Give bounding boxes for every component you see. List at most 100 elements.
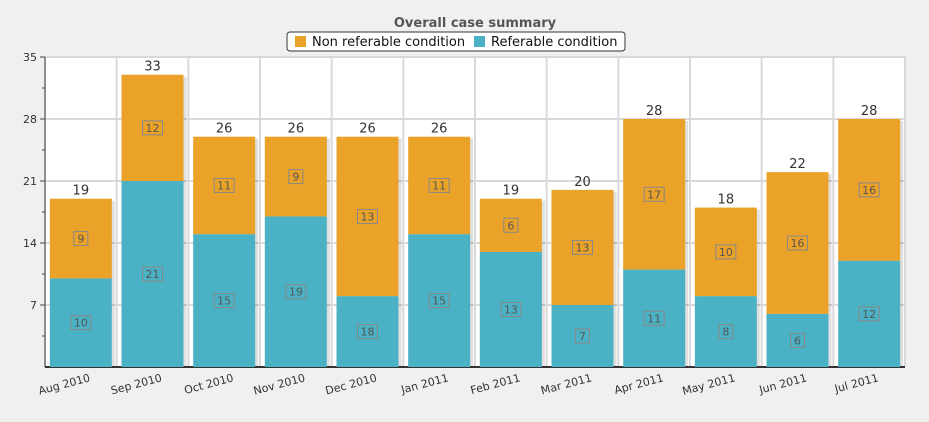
bar-referable [479,251,542,367]
segment-label-referable: 6 [794,334,801,347]
bar-referable [336,296,399,367]
x-tick-label: Sep 2010 [109,371,163,397]
segment-label-non-referable-box [787,235,808,251]
segment-label-non-referable-box [357,208,378,224]
bar-non-referable [766,172,829,314]
x-tick-label: Feb 2011 [469,371,522,397]
segment-label-non-referable: 11 [432,179,446,192]
segment-label-referable: 19 [289,286,303,299]
bar-referable [694,296,757,367]
segment-label-non-referable-box [858,182,880,198]
segment-label-referable: 7 [579,330,586,343]
segment-label-referable-box [213,293,235,309]
segment-label-referable-box [357,324,378,340]
bar-referable [623,269,686,367]
segment-label-referable-box [790,332,805,348]
segment-label-non-referable-box [142,120,163,136]
segment-label-non-referable-box [73,231,89,247]
bar-referable [264,216,327,367]
segment-label-referable: 13 [504,303,518,316]
bar-non-referable [551,189,614,305]
segment-label-non-referable: 17 [647,188,661,201]
segment-label-non-referable: 6 [507,219,514,232]
segment-label-referable-box [142,266,163,282]
bar-referable [838,260,901,367]
segment-label-non-referable: 10 [719,246,733,259]
segment-label-referable-box [428,293,450,309]
bar-referable [766,313,829,367]
segment-label-referable-box [500,301,522,317]
segment-label-referable-box [285,284,307,300]
total-label: 19 [73,184,90,199]
bar-non-referable [694,207,757,297]
bar-referable [49,278,112,367]
bar-referable [121,181,184,367]
total-label: 20 [574,175,591,190]
segment-label-non-referable-box [715,244,737,260]
segment-label-referable: 15 [217,295,231,308]
segment-label-non-referable: 13 [576,241,590,254]
total-label: 22 [789,157,806,172]
bar-non-referable [121,74,184,181]
segment-label-non-referable-box [288,169,304,185]
segment-label-referable-box [575,328,590,344]
x-tick-label: Dec 2010 [324,371,378,397]
segment-label-non-referable: 13 [361,210,375,223]
segment-label-non-referable: 11 [217,179,231,192]
legend-box [286,31,626,52]
bar-non-referable [49,198,112,279]
bar-non-referable [408,136,471,235]
segment-label-non-referable-box [643,186,665,202]
legend-swatch-non-referable [295,36,306,47]
segment-label-non-referable-box [572,239,593,255]
legend-swatch-referable [474,36,485,47]
y-tick-label: 7 [30,299,37,312]
segment-label-non-referable: 9 [77,233,84,246]
x-tick-label: Mar 2011 [539,371,593,397]
x-tick-label: Jun 2011 [757,371,808,396]
bar-referable [193,234,256,367]
x-tick-label: Aug 2010 [37,371,92,397]
segment-label-non-referable: 9 [292,171,299,184]
legend-label-referable: Referable condition [491,35,617,50]
legend-label-non-referable: Non referable condition [312,35,465,50]
bar-non-referable [193,136,256,235]
y-tick-label: 28 [23,113,37,126]
x-tick-label: Oct 2010 [183,371,235,397]
y-tick-label: 14 [23,237,37,250]
total-label: 19 [503,184,520,199]
total-label: 26 [216,122,233,137]
bar-non-referable [623,119,686,270]
segment-label-referable: 8 [722,326,729,339]
segment-label-referable-box [643,310,665,326]
segment-label-referable-box [70,315,92,331]
segment-label-referable: 21 [146,268,160,281]
segment-label-non-referable-box [503,217,519,233]
segment-label-non-referable: 12 [146,122,160,135]
x-tick-label: Nov 2010 [252,371,307,397]
segment-label-referable: 15 [432,295,446,308]
total-label: 33 [144,60,161,75]
y-tick-label: 35 [23,51,37,64]
segment-label-referable-box [858,306,880,322]
chart-title: Overall case summary [394,16,557,31]
bar-non-referable [479,198,542,252]
total-label: 28 [861,104,878,119]
y-tick-label: 21 [23,175,37,188]
bar-non-referable [264,136,327,217]
x-tick-label: May 2011 [681,371,737,398]
bar-non-referable [838,119,901,261]
x-tick-label: Jul 2011 [832,371,880,395]
segment-label-referable: 18 [361,326,375,339]
segment-label-referable: 11 [647,312,661,325]
segment-label-non-referable-box [213,177,235,193]
bar-referable [551,305,614,367]
segment-label-referable: 12 [862,308,876,321]
bar-referable [408,234,471,367]
x-tick-label: Apr 2011 [613,371,665,397]
segment-label-referable: 10 [74,317,88,330]
total-label: 28 [646,104,663,119]
bar-non-referable [336,136,399,297]
